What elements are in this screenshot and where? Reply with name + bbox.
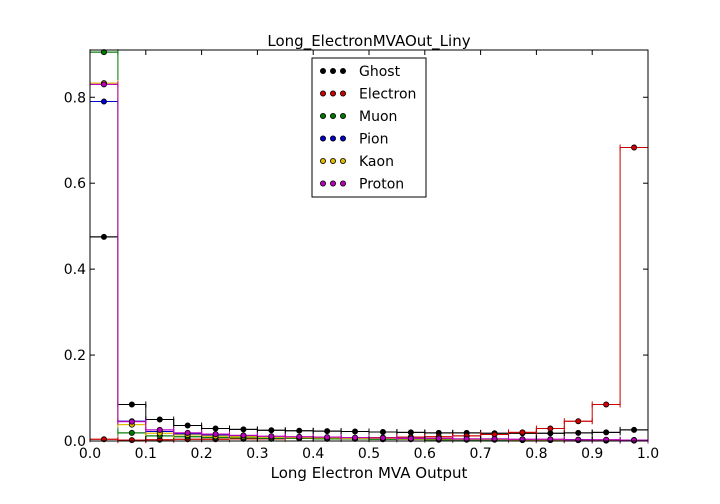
legend: Ghost Electron Muon Pion Kaon Proton	[311, 57, 427, 198]
x-tick-label: 0.7	[469, 446, 491, 462]
series-proton-point	[212, 431, 219, 438]
series-proton-point	[100, 81, 107, 88]
series-ghost-point	[352, 428, 359, 435]
series-proton-point	[575, 436, 582, 443]
series-proton-point	[296, 433, 303, 440]
series-ghost-point	[575, 429, 582, 436]
y-tick-label: 0.4	[64, 262, 86, 278]
series-proton-point	[603, 436, 610, 443]
series-ghost-point	[379, 428, 386, 435]
legend-marker-proton	[339, 180, 346, 187]
x-tick-label: 0.0	[79, 446, 101, 462]
legend-label-electron: Electron	[359, 87, 416, 103]
legend-marker-muon	[329, 113, 336, 120]
x-tick-label: 0.1	[135, 446, 157, 462]
series-proton-point	[156, 426, 163, 433]
series-proton-point	[379, 434, 386, 441]
x-tick-label: 1.0	[637, 446, 659, 462]
series-proton-point	[184, 429, 191, 436]
y-tick-label: 0.2	[64, 348, 86, 364]
legend-marker-electron	[319, 90, 326, 97]
series-electron-point	[603, 401, 610, 408]
x-tick-label: 0.6	[414, 446, 436, 462]
series-muon-point	[128, 429, 135, 436]
series-ghost-histogram	[89, 236, 649, 441]
series-electron-point	[575, 418, 582, 425]
legend-marker-muon	[339, 113, 346, 120]
legend-marker-kaon	[329, 157, 336, 164]
series-ghost-point	[100, 233, 107, 240]
series-electron-point	[519, 429, 526, 436]
series-ghost-point	[324, 428, 331, 435]
series-proton-point	[631, 437, 638, 444]
legend-marker-kaon	[339, 157, 346, 164]
series-electron-point	[128, 437, 135, 444]
y-tick-label: 0.8	[64, 90, 86, 106]
legend-marker-electron	[329, 90, 336, 97]
x-tick-label: 0.5	[358, 446, 380, 462]
legend-marker-ghost	[339, 68, 346, 75]
series-pion-point	[100, 98, 107, 105]
legend-marker-ghost	[319, 68, 326, 75]
series-proton-point	[268, 433, 275, 440]
x-tick-label: 0.9	[581, 446, 603, 462]
series-electron-point	[547, 425, 554, 432]
x-tick-label: 0.3	[246, 446, 268, 462]
chart-title: Long_ElectronMVAOut_Liny	[267, 32, 470, 51]
series-ghost-point	[184, 422, 191, 429]
legend-marker-pion	[319, 135, 326, 142]
series-proton-point	[352, 434, 359, 441]
series-ghost-point	[603, 429, 610, 436]
legend-marker-kaon	[319, 157, 326, 164]
legend-marker-pion	[339, 135, 346, 142]
series-ghost-point	[268, 427, 275, 434]
x-tick-label: 0.8	[525, 446, 547, 462]
legend-box	[311, 57, 427, 198]
legend-marker-ghost	[329, 68, 336, 75]
series-ghost-point	[156, 416, 163, 423]
axes: 0.0 0.1 0.2 0.3 0.4 0.5 0.6 0.7 0.8 0.9 1.0 0.0 0.2 0…	[64, 50, 659, 462]
series-ghost-point	[631, 426, 638, 433]
y-tick-label: 0.6	[64, 176, 86, 192]
series-proton-point	[240, 432, 247, 439]
series-proton-point	[324, 434, 331, 441]
legend-label-proton: Proton	[359, 177, 404, 193]
legend-marker-proton	[319, 180, 326, 187]
legend-label-pion: Pion	[359, 132, 388, 148]
series-proton-point	[435, 435, 442, 442]
series-proton-point	[128, 418, 135, 425]
legend-label-ghost: Ghost	[359, 64, 401, 80]
x-tick-label: 0.2	[190, 446, 212, 462]
series-ghost-point	[128, 401, 135, 408]
series-ghost-point	[212, 425, 219, 432]
x-tick-label: 0.4	[302, 446, 324, 462]
legend-marker-electron	[339, 90, 346, 97]
series-ghost-point	[296, 427, 303, 434]
legend-marker-proton	[329, 180, 336, 187]
legend-label-muon: Muon	[359, 109, 397, 125]
legend-marker-muon	[319, 113, 326, 120]
series-proton-point	[407, 435, 414, 442]
legend-marker-pion	[329, 135, 336, 142]
legend-label-kaon: Kaon	[359, 154, 394, 170]
y-tick-label: 0.0	[64, 434, 86, 450]
series-ghost-point	[240, 426, 247, 433]
x-axis-label: Long Electron MVA Output	[271, 464, 468, 482]
series-electron-point	[631, 144, 638, 151]
